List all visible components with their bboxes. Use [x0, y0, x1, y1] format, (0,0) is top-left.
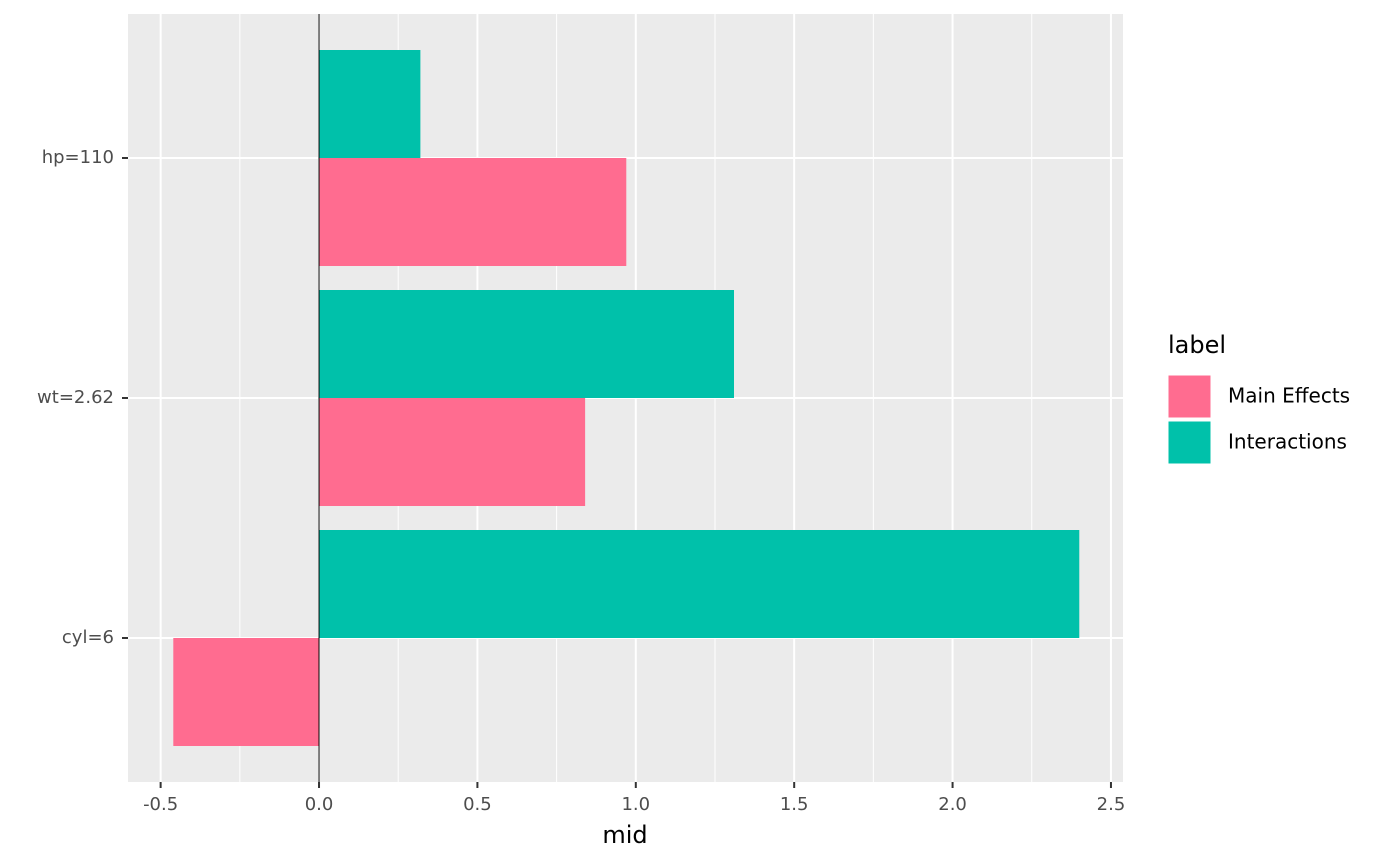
x-tick-label: 2.0	[938, 794, 967, 815]
legend-title: label	[1168, 331, 1226, 359]
y-tick-label: hp=110	[42, 147, 114, 168]
x-tick-label: 0.5	[463, 794, 492, 815]
x-tick-label: -0.5	[143, 794, 178, 815]
legend-label: Main Effects	[1228, 384, 1350, 408]
x-axis-title: mid	[602, 821, 647, 849]
bar	[319, 290, 734, 398]
bar	[319, 158, 627, 266]
x-tick-label: 2.5	[1097, 794, 1126, 815]
marks	[173, 50, 1080, 746]
legend-key	[1167, 420, 1212, 465]
bar	[173, 638, 320, 746]
legend-label: Interactions	[1228, 430, 1347, 454]
x-tick-label: 0.0	[305, 794, 334, 815]
legend-key	[1167, 374, 1212, 419]
x-tick-label: 1.5	[780, 794, 809, 815]
y-tick-label: wt=2.62	[37, 387, 114, 408]
y-tick-label: cyl=6	[62, 627, 114, 648]
bar	[319, 398, 586, 506]
bar	[319, 530, 1080, 638]
x-tick-label: 1.0	[621, 794, 650, 815]
bar	[319, 50, 421, 158]
